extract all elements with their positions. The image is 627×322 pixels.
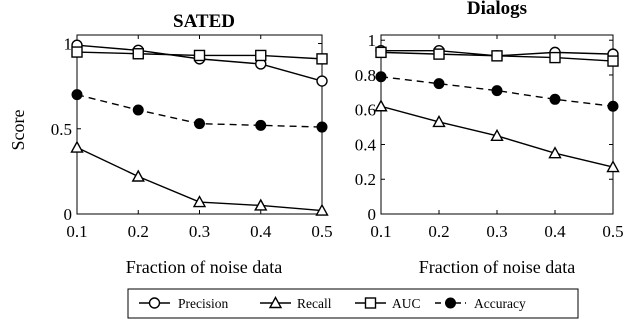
x-tick-label: 0.3: [486, 222, 507, 241]
data-point-recall: [315, 203, 329, 216]
data-point-accuracy: [71, 89, 83, 101]
x-tick-label: 0.5: [602, 222, 623, 241]
data-point-recall: [490, 128, 504, 141]
data-point-auc: [255, 49, 267, 62]
x-tick-label: 0.4: [250, 222, 272, 241]
plot-area: 0.1 0.2 0.3 0.4 0.5 0 0.2 0.4 0.6 0.8 1: [355, 31, 624, 241]
legend-marker-accuracy: [445, 297, 456, 309]
chart-sated: SATED Score Fraction of noise data 0.1 0.…: [8, 11, 333, 277]
x-axis-label: Fraction of noise data: [126, 257, 282, 277]
legend-box: [127, 288, 579, 319]
data-point-precision: [316, 75, 328, 87]
data-point-auc: [316, 53, 328, 65]
y-tick-label: 0.2: [355, 170, 376, 189]
y-tick-label: 0.4: [355, 135, 377, 154]
legend-label-accuracy: Accuracy: [474, 296, 526, 311]
x-tick-label: 0.2: [428, 222, 449, 241]
data-point-recall: [432, 114, 446, 128]
data-point-recall: [131, 169, 145, 182]
x-tick-label: 0.5: [311, 222, 332, 241]
chart-title: Dialogs: [467, 0, 527, 19]
data-point-auc: [71, 46, 83, 58]
data-point-accuracy: [375, 71, 387, 83]
data-point-auc: [193, 49, 206, 62]
y-tick-label: 0.6: [355, 101, 376, 120]
y-tick-label: 1: [368, 31, 377, 50]
data-point-recall: [374, 99, 388, 112]
data-point-accuracy: [607, 100, 619, 112]
data-point-accuracy: [255, 119, 267, 131]
legend-label-precision: Precision: [178, 296, 228, 311]
y-axis-label: Score: [8, 109, 28, 150]
y-tick-label: 0.8: [355, 66, 376, 85]
data-point-auc: [607, 55, 619, 67]
data-point-accuracy: [433, 78, 445, 90]
y-tick-label: 0: [368, 205, 377, 224]
data-point-recall: [606, 160, 620, 173]
y-tick-label: 1: [64, 35, 73, 54]
data-point-accuracy: [316, 121, 328, 133]
data-point-auc: [491, 50, 503, 62]
x-tick-label: 0.4: [544, 222, 566, 241]
data-point-accuracy: [132, 104, 144, 116]
data-point-auc: [549, 51, 561, 64]
data-point-accuracy: [491, 85, 503, 97]
y-tick-label: 0: [64, 205, 73, 224]
legend-marker-recall: [268, 296, 283, 309]
x-tick-label: 0.2: [128, 222, 149, 241]
legend-label-recall: Recall: [297, 296, 332, 311]
chart-dialogs: Dialogs Fraction of noise data 0.1 0.2 0.3…: [355, 0, 624, 277]
x-axis-label: Fraction of noise data: [419, 257, 575, 277]
axis-frame: [380, 34, 614, 215]
data-point-auc: [433, 48, 445, 60]
legend: Precision Recall AUC Accuracy: [127, 288, 579, 319]
chart-title: SATED: [173, 11, 235, 32]
legend-marker-precision: [148, 297, 161, 309]
x-tick-label: 0.1: [370, 222, 391, 241]
plot-area: 0.1 0.2 0.3 0.4 0.5 0 0.5 1: [51, 34, 333, 241]
data-point-accuracy: [194, 118, 205, 130]
data-point-auc: [375, 46, 387, 59]
data-point-accuracy: [549, 93, 561, 105]
data-point-recall: [254, 198, 268, 211]
data-point-recall: [548, 146, 562, 159]
data-point-recall: [192, 195, 207, 208]
y-tick-label: 0.5: [51, 120, 72, 139]
legend-marker-auc: [364, 297, 377, 309]
data-point-recall: [70, 140, 84, 153]
legend-label-auc: AUC: [392, 296, 421, 311]
x-tick-label: 0.3: [189, 222, 210, 241]
x-tick-label: 0.1: [66, 222, 87, 241]
series-line-accuracy: [380, 76, 614, 107]
data-point-auc: [132, 48, 144, 60]
